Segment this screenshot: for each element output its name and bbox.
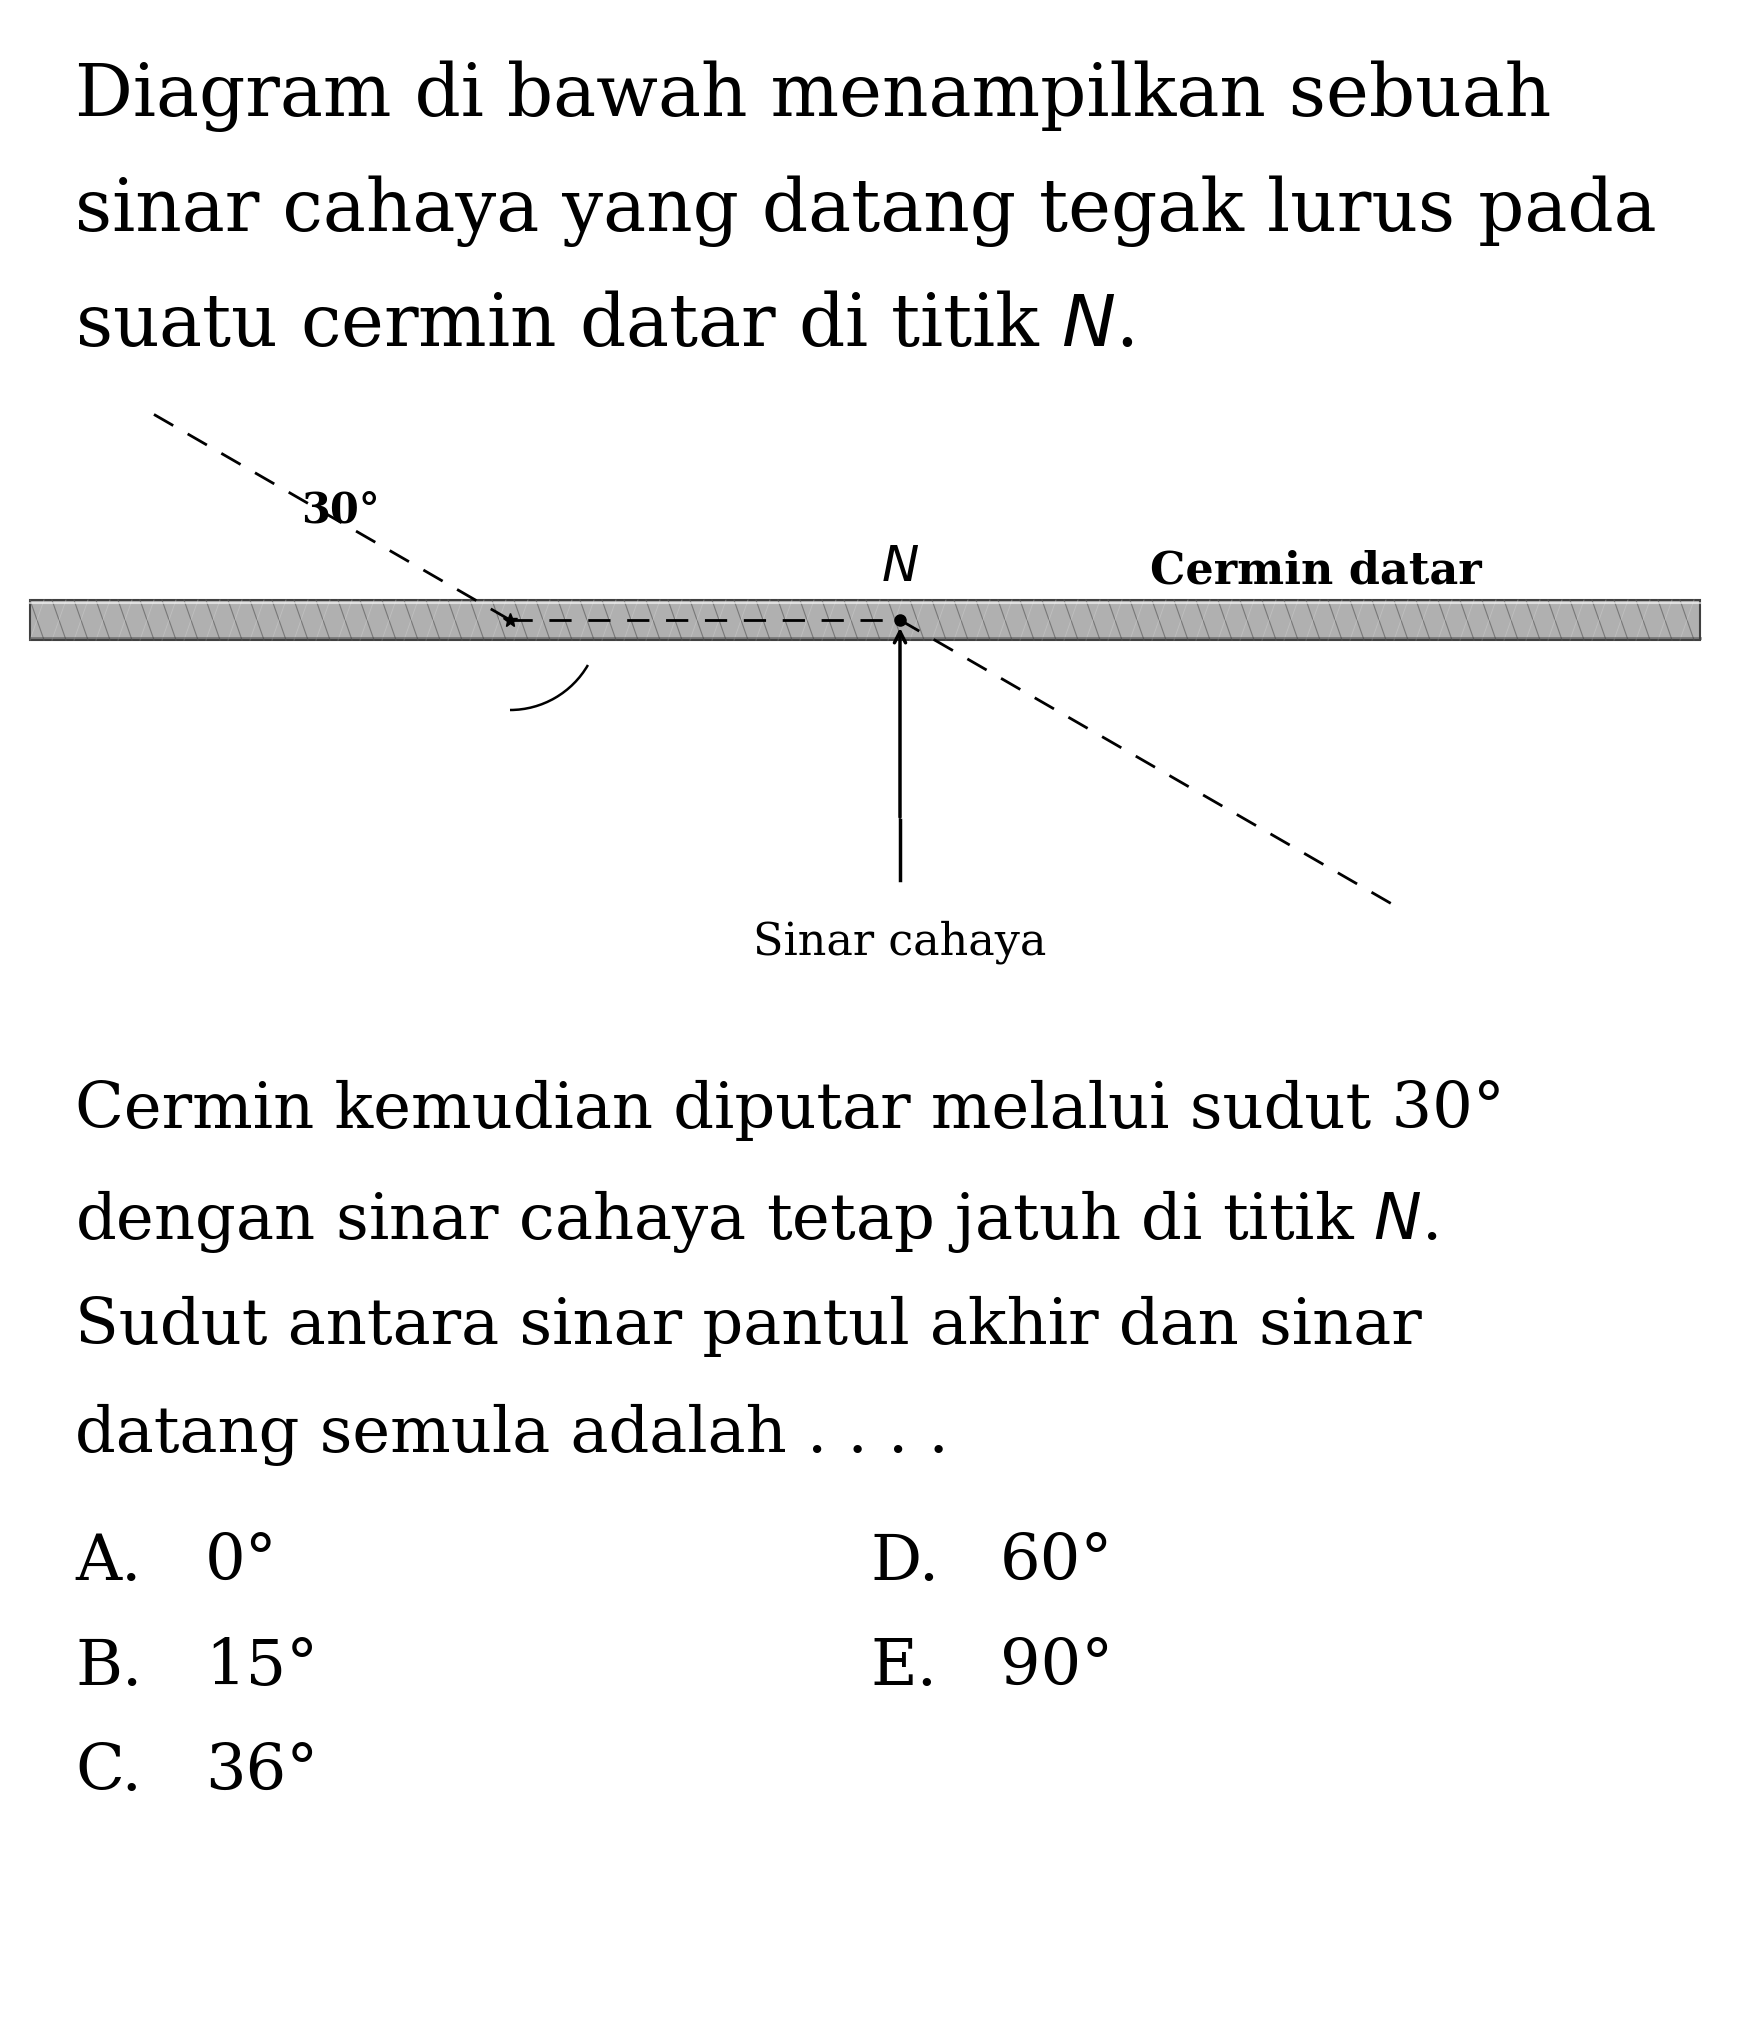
Text: D.: D. <box>870 1533 939 1593</box>
Text: 30°: 30° <box>301 488 379 530</box>
Text: C.: C. <box>75 1743 143 1803</box>
Bar <box>30 599 1701 639</box>
Text: 60°: 60° <box>1000 1533 1113 1593</box>
Text: E.: E. <box>870 1638 937 1698</box>
Text: Sinar cahaya: Sinar cahaya <box>753 920 1047 964</box>
Text: dengan sinar cahaya tetap jatuh di titik $N$.: dengan sinar cahaya tetap jatuh di titik… <box>75 1188 1438 1255</box>
Text: 90°: 90° <box>1000 1638 1113 1698</box>
Text: Sudut antara sinar pantul akhir dan sinar: Sudut antara sinar pantul akhir dan sina… <box>75 1297 1423 1357</box>
Text: Diagram di bawah menampilkan sebuah: Diagram di bawah menampilkan sebuah <box>75 61 1551 131</box>
Text: Cermin datar: Cermin datar <box>1149 549 1482 593</box>
Text: Cermin kemudian diputar melalui sudut 30°: Cermin kemudian diputar melalui sudut 30… <box>75 1079 1504 1142</box>
Text: 0°: 0° <box>205 1533 278 1593</box>
Text: A.: A. <box>75 1533 141 1593</box>
Text: 15°: 15° <box>205 1638 318 1698</box>
Text: datang semula adalah . . . .: datang semula adalah . . . . <box>75 1404 949 1466</box>
Text: suatu cermin datar di titik $N$.: suatu cermin datar di titik $N$. <box>75 290 1134 361</box>
Text: $N$: $N$ <box>882 543 918 593</box>
Text: B.: B. <box>75 1638 143 1698</box>
Text: 36°: 36° <box>205 1743 318 1803</box>
Text: sinar cahaya yang datang tegak lurus pada: sinar cahaya yang datang tegak lurus pad… <box>75 175 1657 246</box>
